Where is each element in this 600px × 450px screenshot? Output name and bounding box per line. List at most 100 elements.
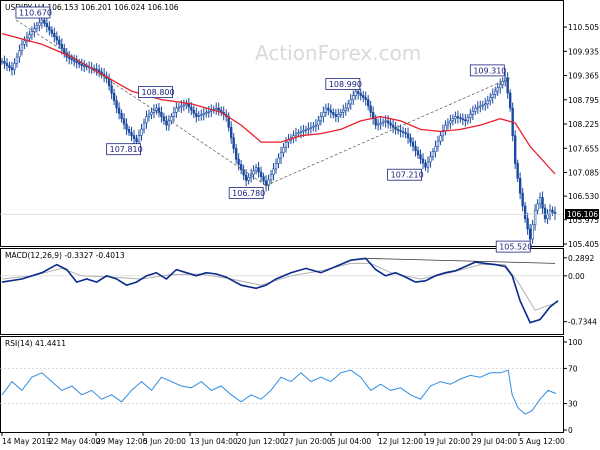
candle-body [389, 122, 392, 126]
candle-body [190, 106, 193, 111]
candle-body [401, 131, 405, 133]
candle-body [167, 120, 171, 126]
x-tick-label: 5 Jun 20:00 [143, 437, 186, 446]
candle-body [210, 109, 213, 112]
candle-body [23, 40, 26, 45]
candle-body [259, 171, 263, 177]
candle-body [232, 137, 235, 149]
candle-body [513, 135, 517, 164]
candle-body [175, 107, 178, 113]
candle-body [411, 141, 415, 147]
candle-body [73, 59, 76, 62]
candle-body [242, 169, 245, 176]
candle-body [28, 34, 31, 39]
price-label-box [15, 6, 51, 19]
candle-body [274, 163, 278, 170]
candle-body [132, 135, 136, 139]
macd-series [0, 257, 563, 324]
candle-body [324, 107, 328, 113]
candle-body [379, 122, 382, 125]
candle-body [491, 93, 494, 98]
candle-body [439, 135, 442, 142]
candle-body [481, 104, 484, 107]
candle-body [434, 146, 437, 152]
price-label: 108.990 [329, 80, 362, 89]
x-tick-label: 29 May 12:00 [96, 437, 148, 446]
candle-body [145, 116, 148, 124]
rsi-panel-frame [0, 336, 564, 433]
candle-body [244, 174, 248, 181]
candle-body [83, 65, 86, 67]
candle-body [15, 56, 19, 64]
candle-body [58, 39, 61, 45]
candle-body [404, 132, 407, 134]
candle-body [252, 170, 255, 175]
rsi-tick-label: 100 [568, 338, 583, 347]
candle-body [349, 99, 352, 105]
candle-body [312, 125, 315, 128]
x-tick-label: 20 Jun 12:00 [237, 437, 285, 446]
candle-body [13, 63, 16, 71]
candle-body [424, 162, 427, 168]
candle-body [449, 120, 452, 124]
price-label: 105.520 [499, 243, 532, 252]
candle-body [444, 124, 447, 131]
candle-body [135, 138, 138, 142]
candle-body [165, 120, 168, 126]
candle-body [374, 118, 377, 126]
candle-body [147, 114, 151, 117]
candle-body [40, 19, 44, 24]
x-tick-label: 13 Jun 04:00 [190, 437, 238, 446]
price-tick-label: 106.530 [568, 192, 599, 201]
candle-body [8, 65, 11, 68]
price-tick-label: 105.975 [568, 216, 599, 225]
candle-body [362, 95, 365, 98]
candle-body [284, 141, 288, 148]
candle-body [48, 26, 51, 31]
candle-body [180, 105, 183, 108]
candle-body [429, 156, 432, 163]
price-label-box [106, 143, 142, 156]
candle-body [80, 63, 83, 66]
candle-body [334, 114, 338, 117]
candle-body [327, 107, 330, 111]
candle-body [43, 19, 46, 24]
x-tick-label: 14 May 2019 [2, 437, 51, 446]
candle-body [45, 23, 49, 28]
rsi-tick-label: 0 [568, 426, 573, 435]
candle-body [369, 105, 372, 113]
candle-body [471, 110, 475, 115]
candle-body [386, 120, 390, 124]
candle-body [506, 77, 509, 94]
candle-body [521, 192, 524, 207]
candle-body [441, 130, 445, 137]
candle-body [518, 177, 522, 194]
price-tick-label: 107.085 [568, 169, 599, 178]
price-label: 107.810 [110, 145, 143, 154]
candle-body [97, 69, 101, 73]
candle-body [35, 25, 39, 29]
candle-body [299, 131, 303, 133]
candle-body [55, 36, 59, 41]
price-panel-frame [0, 0, 564, 247]
candle-body [446, 122, 450, 126]
price-tick-label: 109.935 [568, 47, 599, 56]
candle-body [294, 133, 298, 137]
candle-body [489, 97, 492, 101]
watermark: ActionForex.com [255, 41, 421, 65]
macd-panel-frame [0, 248, 564, 335]
candle-body [496, 87, 499, 92]
candle-body [494, 90, 497, 95]
candle-body [551, 209, 554, 213]
candle-body [526, 218, 529, 230]
candle-body [426, 161, 430, 168]
candle-body [254, 167, 258, 172]
current-price-label: 106.106 [567, 210, 598, 219]
candle-body [451, 118, 455, 122]
price-label-box [469, 64, 505, 77]
candle-body [436, 140, 440, 147]
candle-body [486, 100, 489, 105]
price-header: USDJPY,H4 106.153 106.201 106.024 106.10… [5, 3, 179, 12]
candle-body [267, 179, 270, 186]
